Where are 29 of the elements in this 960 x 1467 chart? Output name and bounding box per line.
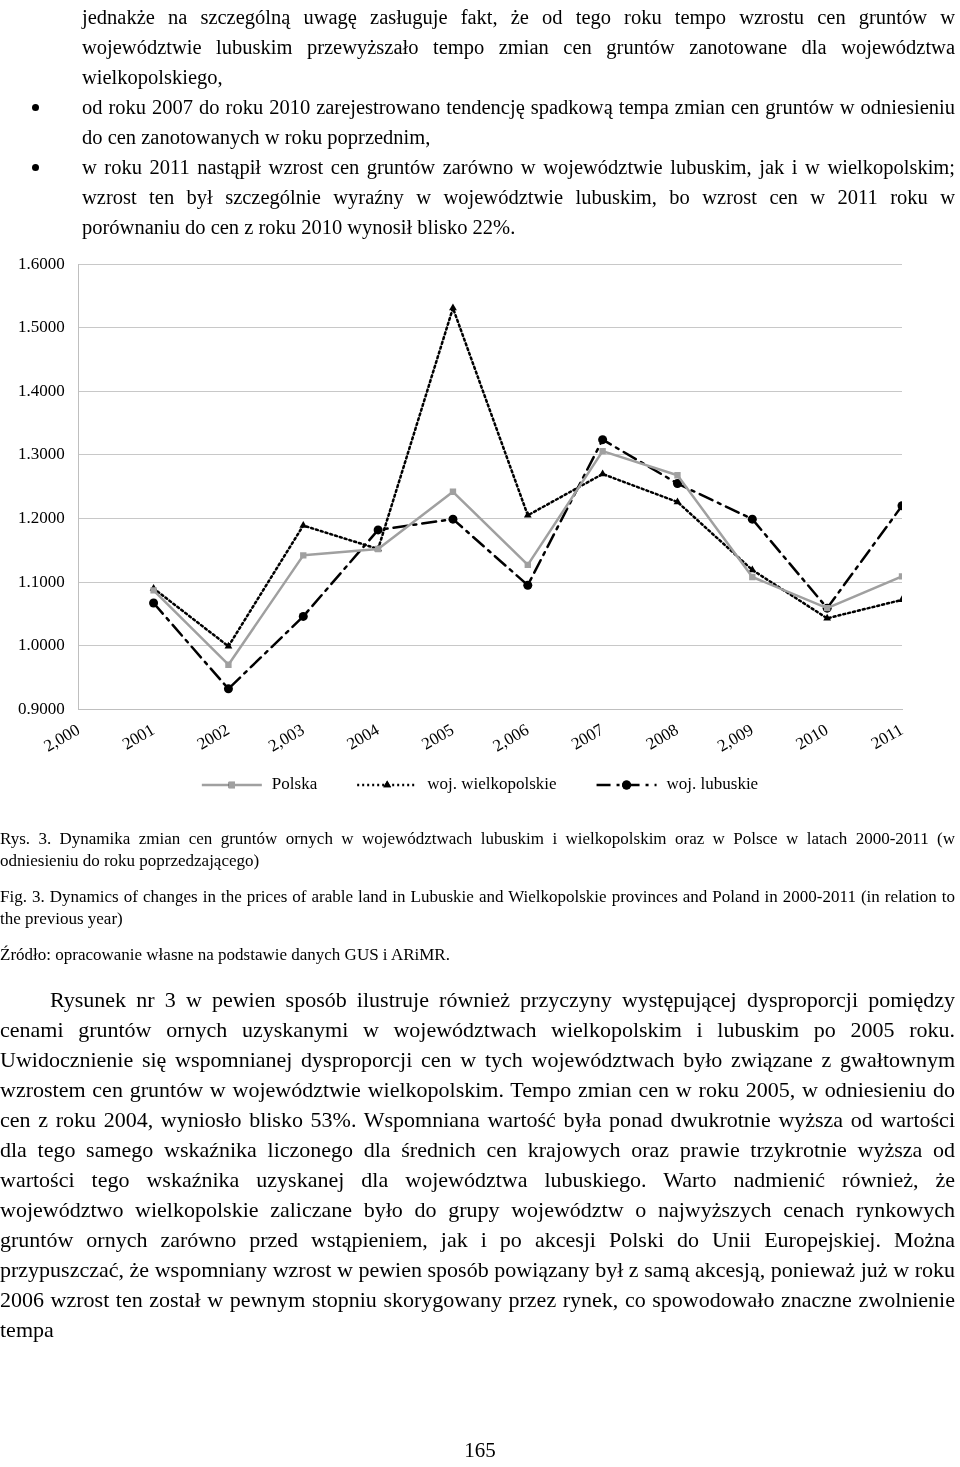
y-tick-label: 1.6000 xyxy=(18,253,65,273)
x-tick-label: 2008 xyxy=(642,719,682,754)
legend-label: woj. lubuskie xyxy=(666,774,759,794)
text: Rysunek nr 3 w pewien sposób ilustruje również przyczyny występującej dysproporcji pomiędzy cenami gruntów ornych uzyskanymi w województwach wielkopolskim i lubuskim po 2005 roku. Uwidocznienie się wspomnianej dysproporcji cen w tych województwach było związane z gwałtownym wzrostem cen gruntów w województwie wielkopolskim. Tempo zmian cen w roku 2005, w odniesieniu do cen z roku 2004, wyniosło blisko 53%. Wspomniana wartość była ponad dwukrotnie wyższa od wartości dla tego samego wskaźnika liczonego dla średnich cen krajowych oraz prawie trzykrotnie wyższa od wartości tego wskaźnika uzyskanej dla województwa lubuskiego. Warto nadmienić również, że województwo wielkopolskie zaliczane było do grupy województw o najwyższych cenach rynkowych gruntów ornych zarówno przed wstąpieniem, jak i po akcesji Polski do Unii Europejskiej. Można przypuszczać, że wspomniany wzrost w pewien sposób powiązany był z samą akcesją, ponieważ już w roku 2006 wzrost ten został w pewnym stopniu skorygowany przez rynek, co spowodowało znaczne zwolnienie tempa xyxy=(0,987,955,1342)
x-tick-label: 2011 xyxy=(867,719,907,754)
x-tick-label: 2005 xyxy=(418,719,458,754)
x-tick-label: 2,000 xyxy=(40,719,83,756)
y-tick-label: 1.0000 xyxy=(18,635,65,655)
y-tick-label: 1.5000 xyxy=(18,317,65,337)
x-tick-label: 2007 xyxy=(567,719,607,754)
legend-label: woj. wielkopolskie xyxy=(427,774,557,794)
y-tick-label: 1.1000 xyxy=(18,571,65,591)
x-tick-label: 2010 xyxy=(792,719,832,754)
x-tick-label: 2,006 xyxy=(489,719,533,756)
x-tick-label: 2,003 xyxy=(264,719,308,756)
x-tick-label: 2004 xyxy=(343,719,383,754)
text: Źródło: opracowanie własne na podstawie danych GUS i ARiMR. xyxy=(0,944,451,966)
text: w roku 2011 nastąpił wzrost cen gruntów zarówno w województwie lubuskim, jak i w wielkopolskim; wzrost ten był szczególnie wyraźny w województwie lubuskim, bo wzrost cen w 2011 roku w porównaniu do cen z roku 2010 wynosił blisko 22%. xyxy=(82,152,955,242)
x-tick-label: 2001 xyxy=(118,719,158,754)
y-tick-label: 1.4000 xyxy=(18,380,65,400)
x-tick-label: 2002 xyxy=(193,719,233,754)
y-tick-label: 1.3000 xyxy=(18,444,65,464)
x-tick-label: 2,009 xyxy=(713,719,757,756)
caption: Fig. 3. Dynamics of changes in the prices of arable land in Lubuskie and Wielkopolskie provinces and Poland in 2000-2011 (in relation to the previous year) xyxy=(0,886,955,930)
text: 165 xyxy=(463,1438,497,1463)
legend-label: Polska xyxy=(271,774,318,794)
text: Rys. 3. Dynamika zmian cen gruntów ornych w województwach lubuskim i wielkopolskim oraz w Polsce w latach 2000-2011 (w odniesieniu do roku poprzedzającego) xyxy=(0,828,955,872)
y-tick-label: 0.9000 xyxy=(18,698,65,718)
y-tick-label: 1.2000 xyxy=(18,507,65,527)
